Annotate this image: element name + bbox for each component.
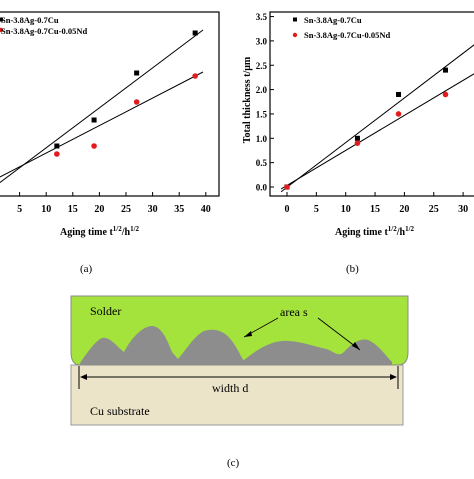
x-tick-label: 25 bbox=[429, 204, 439, 215]
imc-layer bbox=[79, 326, 392, 365]
panel-a-points bbox=[54, 30, 198, 157]
panel-a-frame bbox=[0, 11, 220, 197]
x-tick-label: 30 bbox=[458, 204, 468, 215]
area-arrow-left-head bbox=[244, 331, 252, 337]
y-tick-label: 3.0 bbox=[256, 36, 268, 46]
panel-b-points bbox=[284, 67, 449, 190]
solder-label: Solder bbox=[90, 304, 121, 318]
legend-marker-circle bbox=[0, 27, 4, 33]
fit-line bbox=[0, 71, 204, 178]
panel-b-frame bbox=[269, 11, 474, 197]
x-tick-label: 20 bbox=[399, 204, 409, 215]
panel-b-legend-2: Sn-3.8Ag-0.7Cu-0.05Nd bbox=[304, 30, 390, 40]
data-point bbox=[284, 184, 290, 190]
x-tick-label: 5 bbox=[314, 204, 319, 215]
legend-marker-circle bbox=[292, 32, 298, 38]
data-point bbox=[91, 143, 97, 149]
x-tick-label: 35 bbox=[174, 204, 184, 215]
x-tick-label: 25 bbox=[121, 204, 131, 215]
area-arrow-right bbox=[317, 317, 361, 351]
x-tick-label: 10 bbox=[341, 204, 351, 215]
data-point bbox=[395, 111, 402, 117]
cu-substrate bbox=[70, 364, 404, 426]
panel-b-fit-lines bbox=[280, 44, 474, 193]
y-tick-label: 1.0 bbox=[256, 134, 268, 144]
panel-a-legend-2: Sn-3.8Ag-0.7Cu-0.05Nd bbox=[1, 26, 87, 36]
y-tick-label: 2.5 bbox=[256, 61, 268, 71]
width-arrow-right-head bbox=[390, 374, 397, 380]
panel-c: Solder area s width d Cu substrate (c) bbox=[70, 295, 409, 469]
legend-marker-square bbox=[293, 17, 297, 22]
panel-b-y-ticks: 0.0 0.5 1.0 1.5 2.0 2.5 3.0 3.5 bbox=[256, 12, 274, 193]
y-tick-label: 3.5 bbox=[256, 12, 268, 22]
panel-a-legend-1: Sn-3.8Ag-0.7Cu bbox=[1, 15, 59, 25]
fit-line bbox=[280, 44, 474, 193]
x-tick-label: 0 bbox=[285, 204, 290, 215]
data-point bbox=[442, 67, 448, 73]
y-tick-label: 0.0 bbox=[256, 183, 268, 193]
data-point bbox=[192, 30, 198, 36]
y-tick-label: 0.5 bbox=[256, 158, 268, 168]
data-point bbox=[133, 99, 140, 105]
panel-a-caption: (a) bbox=[80, 263, 93, 275]
panel-b-y-label: Total thickness t/μm bbox=[242, 56, 253, 143]
width-arrow-left-head bbox=[80, 374, 87, 380]
data-point bbox=[91, 117, 97, 123]
y-tick-label: 1.5 bbox=[256, 109, 268, 119]
panel-a-fit-lines bbox=[0, 29, 204, 184]
data-point bbox=[354, 140, 361, 146]
panel-a-x-label: Aging time t1/2/h1/2 bbox=[60, 225, 140, 238]
panel-b-x-label: Aging time t1/2/h1/2 bbox=[335, 225, 415, 238]
panel-b-x-ticks: 0 5 10 15 20 25 30 bbox=[285, 192, 468, 215]
fit-line bbox=[0, 29, 204, 184]
data-point bbox=[192, 73, 198, 79]
panel-a: 5 10 15 20 25 30 35 40 Sn-3.8Ag-0.7Cu Sn-3.8Ag-… bbox=[0, 11, 220, 275]
data-point bbox=[442, 91, 449, 98]
data-point bbox=[54, 151, 60, 157]
x-tick-label: 10 bbox=[41, 204, 51, 215]
panel-a-x-ticks: 5 10 15 20 25 30 35 40 bbox=[17, 192, 211, 215]
x-tick-label: 15 bbox=[370, 204, 380, 215]
x-tick-label: 20 bbox=[94, 204, 104, 215]
data-point bbox=[54, 143, 60, 149]
panel-b: 0.0 0.5 1.0 1.5 2.0 2.5 3.0 3.5 0 5 10 15 20 25 30 Sn… bbox=[242, 11, 474, 275]
panel-b-caption: (b) bbox=[346, 263, 359, 275]
x-tick-label: 5 bbox=[17, 204, 22, 215]
x-tick-label: 15 bbox=[68, 204, 78, 215]
x-tick-label: 30 bbox=[148, 204, 158, 215]
panel-c-caption: (c) bbox=[227, 457, 240, 469]
area-arrow-right-head bbox=[352, 342, 360, 350]
fit-line bbox=[280, 73, 474, 190]
y-tick-label: 2.0 bbox=[256, 85, 268, 95]
panel-b-legend-1: Sn-3.8Ag-0.7Cu bbox=[304, 15, 362, 25]
data-point bbox=[396, 91, 402, 97]
legend-marker-square bbox=[0, 17, 3, 22]
x-tick-label: 40 bbox=[201, 204, 211, 215]
width-label: width d bbox=[212, 381, 248, 395]
data-point bbox=[354, 135, 360, 141]
data-point bbox=[134, 70, 140, 76]
area-label: area s bbox=[280, 305, 308, 319]
substrate-label: Cu substrate bbox=[90, 404, 150, 418]
